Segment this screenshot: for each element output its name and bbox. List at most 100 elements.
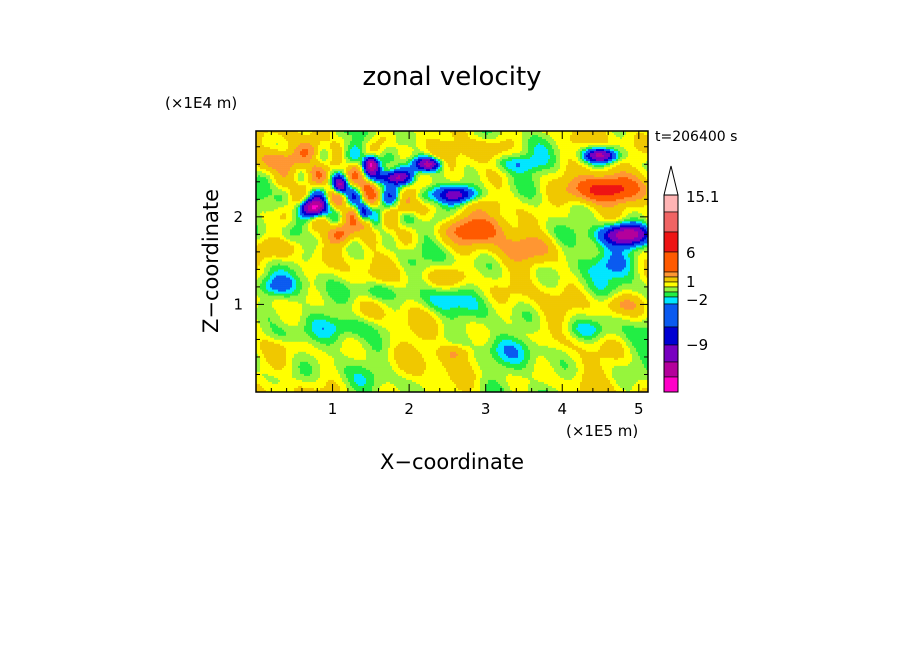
field-cell [616,135,619,138]
field-cell [270,163,273,166]
field-cell [358,137,361,140]
field-cell [600,167,603,170]
field-cell [558,153,561,156]
field-cell [432,141,435,144]
field-cell [536,177,539,180]
field-cell [644,143,647,146]
field-cell [262,159,265,162]
field-cell [388,145,391,148]
field-cell [592,167,595,170]
field-cell [342,177,345,180]
field-cell [324,173,327,176]
field-cell [610,163,613,166]
field-cell [566,149,569,152]
field-cell [364,151,367,154]
field-cell [448,137,451,140]
field-cell [484,169,487,172]
field-cell [630,165,633,168]
field-cell [514,159,517,162]
field-cell [352,179,355,182]
field-cell [278,159,281,162]
field-cell [292,143,295,146]
field-cell [320,145,323,148]
field-cell [424,137,427,140]
field-cell [592,151,595,154]
field-cell [520,147,523,150]
field-cell [414,169,417,172]
field-cell [492,133,495,136]
field-cell [306,131,309,134]
field-cell [438,155,441,158]
field-cell [472,133,475,136]
field-cell [434,145,437,148]
field-cell [312,179,315,182]
field-cell [584,161,587,164]
field-cell [548,169,551,172]
field-cell [364,147,367,150]
field-cell [352,167,355,170]
field-cell [388,169,391,172]
field-cell [634,143,637,146]
field-cell [416,157,419,160]
field-cell [348,169,351,172]
field-cell [362,137,365,140]
field-cell [408,181,411,184]
field-cell [432,133,435,136]
field-cell [360,145,363,148]
field-cell [574,165,577,168]
field-cell [590,145,593,148]
field-cell [572,169,575,172]
field-cell [614,149,617,152]
field-cell [566,165,569,168]
field-cell [444,157,447,160]
field-cell [580,173,583,176]
field-cell [548,173,551,176]
field-cell [576,153,579,156]
field-cell [472,169,475,172]
field-cell [306,169,309,172]
field-cell [630,133,633,136]
field-cell [478,133,481,136]
field-cell [542,151,545,154]
field-cell [324,139,327,142]
field-cell [490,135,493,138]
field-cell [400,133,403,136]
field-cell [494,175,497,178]
field-cell [292,161,295,164]
field-cell [314,159,317,162]
field-cell [450,157,453,160]
field-cell [512,173,515,176]
field-cell [562,139,565,142]
field-cell [370,147,373,150]
field-cell [596,137,599,140]
field-cell [620,167,623,170]
field-cell [518,163,521,166]
field-cell [588,131,591,134]
field-cell [526,141,529,144]
field-cell [258,173,261,176]
field-cell [312,169,315,172]
field-cell [568,133,571,136]
field-cell [540,133,543,136]
field-cell [548,167,551,170]
field-cell [638,157,641,160]
field-cell [300,163,303,166]
field-cell [424,147,427,150]
field-cell [362,177,365,180]
field-cell [438,149,441,152]
field-cell [302,179,305,182]
field-cell [324,179,327,182]
field-cell [644,159,647,162]
field-cell [368,147,371,150]
field-cell [478,157,481,160]
field-cell [488,145,491,148]
field-cell [530,157,533,160]
field-cell [328,161,331,164]
field-cell [616,141,619,144]
field-cell [410,131,413,134]
field-cell [348,137,351,140]
field-cell [640,137,643,140]
field-cell [604,175,607,178]
field-cell [484,147,487,150]
field-cell [398,159,401,162]
